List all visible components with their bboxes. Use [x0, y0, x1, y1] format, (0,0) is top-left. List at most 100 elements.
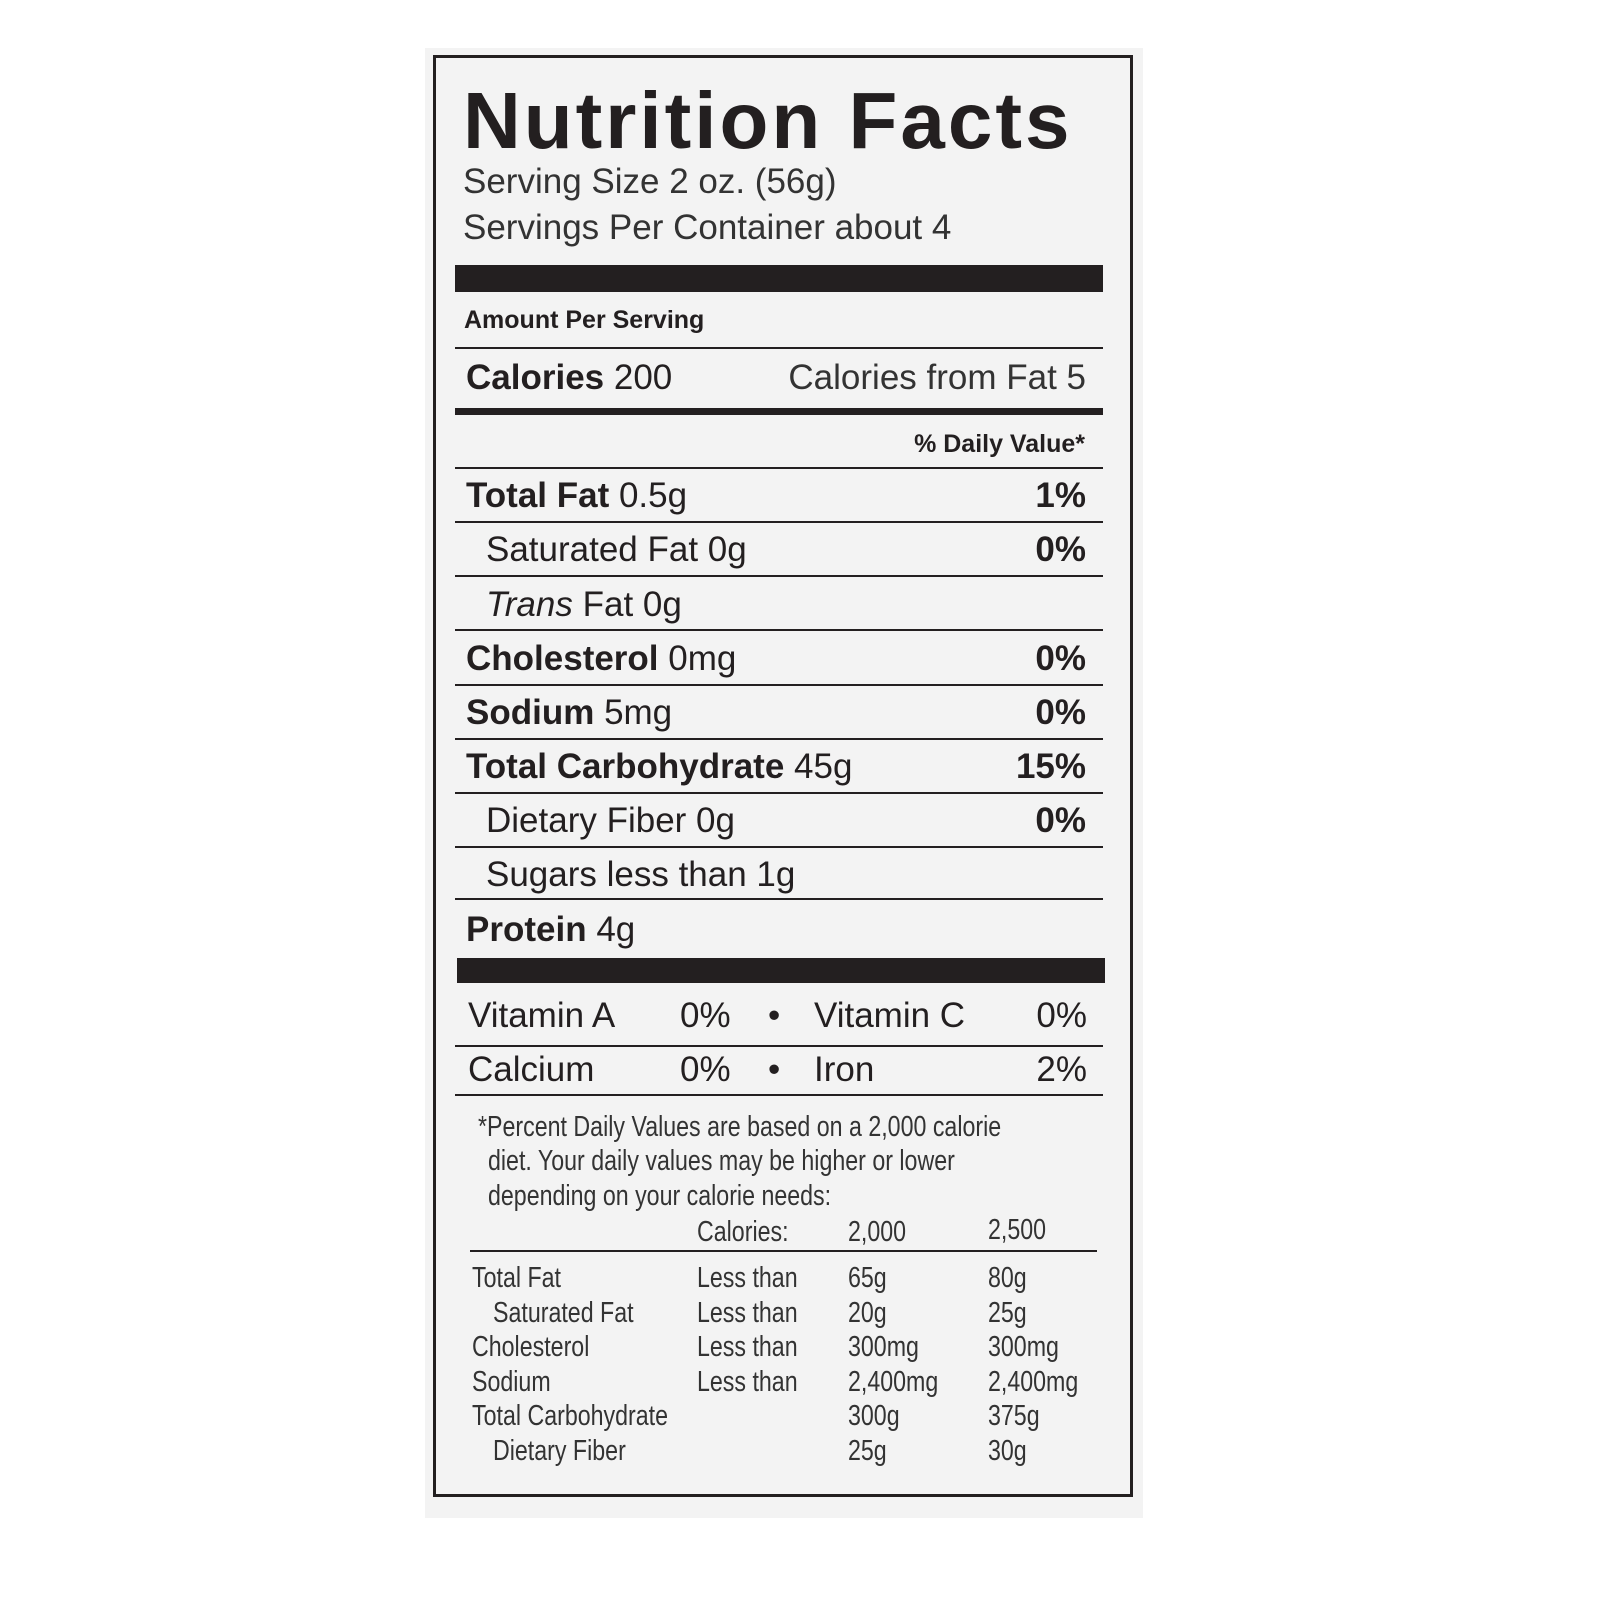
bullet-separator: • — [768, 996, 781, 1035]
dv-table-row: Cholesterol — [472, 1330, 619, 1364]
nutrient-dv: 15% — [1015, 747, 1086, 786]
nutrient-label-italic: Trans — [486, 585, 573, 624]
divider — [455, 1045, 1103, 1047]
dv-table-row: Sodium — [472, 1365, 570, 1399]
dv-table-cell: 65g — [848, 1262, 887, 1294]
dv-table-cell: 300mg — [848, 1331, 919, 1363]
dv-table-row: 30g — [988, 1434, 1036, 1468]
divider — [455, 898, 1103, 900]
dv-table-row: Less than — [697, 1365, 823, 1399]
dv-table-header: 2,500 — [988, 1214, 1047, 1246]
dv-table-row: Dietary Fiber — [493, 1434, 659, 1468]
dv-table-cell: Total Fat — [472, 1262, 561, 1294]
divider — [455, 347, 1103, 349]
dv-table-cell: Cholesterol — [472, 1331, 590, 1363]
divider — [455, 738, 1103, 740]
dv-table-cell: Saturated Fat — [493, 1296, 634, 1329]
label-background — [425, 48, 1143, 1518]
vitamin-c-dv: 0% — [1036, 996, 1087, 1035]
divider — [455, 1094, 1103, 1096]
medium-divider — [455, 408, 1103, 415]
nutrient-label: Dietary Fiber 0g — [486, 801, 735, 840]
dv-table-row: Less than — [697, 1296, 823, 1330]
servings-per-container: Servings Per Container about 4 — [463, 208, 952, 247]
dv-table-cell: Less than — [697, 1331, 798, 1363]
dv-table-cell: 25g — [988, 1296, 1027, 1329]
nutrient-dv: 0% — [1035, 693, 1086, 732]
dv-table-row: 25g — [988, 1296, 1036, 1330]
nutrient-row-protein: Protein 4g — [466, 905, 1086, 955]
nutrient-dv: 0% — [1035, 530, 1086, 569]
dv-table-row: 300mg — [848, 1330, 937, 1364]
divider — [455, 846, 1103, 848]
footnote-line: depending on your calorie needs: — [488, 1180, 832, 1212]
nutrient-label: Total Carbohydrate — [466, 747, 785, 786]
daily-value-header: % Daily Value* — [914, 430, 1085, 458]
nutrient-row-dietary-fiber: Dietary Fiber 0g 0% — [486, 796, 1086, 846]
vitamin-a-dv: 0% — [680, 996, 731, 1035]
dv-table-row: 25g — [848, 1434, 896, 1468]
thick-divider — [455, 265, 1103, 292]
calories-label: Calories — [466, 358, 605, 397]
dv-table-cell: 2,400mg — [848, 1365, 939, 1398]
dv-table-row: Less than — [697, 1330, 823, 1364]
thick-divider — [457, 958, 1105, 983]
nutrient-row-saturated-fat: Saturated Fat 0g 0% — [486, 525, 1086, 575]
divider — [455, 792, 1103, 794]
dv-table-cell: Sodium — [472, 1365, 551, 1398]
nutrient-dv: 1% — [1035, 476, 1086, 515]
nutrient-label: Fat 0g — [582, 585, 682, 624]
divider — [455, 467, 1103, 469]
nutrient-row-total-fat: Total Fat 0.5g 1% — [466, 471, 1086, 521]
divider — [455, 575, 1103, 577]
dv-table-row: 375g — [988, 1399, 1053, 1433]
nutrient-row-trans-fat: Trans Fat 0g — [486, 580, 1086, 630]
dv-table-row: 2,400mg — [848, 1365, 961, 1399]
calories-value: 200 — [613, 358, 673, 397]
dv-table-cell: 80g — [988, 1262, 1027, 1294]
divider — [455, 684, 1103, 686]
calories-row: Calories 200 Calories from Fat 5 — [466, 353, 1086, 403]
nutrient-row-cholesterol: Cholesterol 0mg 0% — [466, 634, 1086, 684]
dv-table-cell: 20g — [848, 1296, 887, 1329]
dv-table-row: Saturated Fat — [493, 1296, 669, 1330]
divider — [455, 629, 1103, 631]
dv-table-cell: 375g — [988, 1400, 1040, 1432]
divider — [470, 1250, 1097, 1252]
nutrient-row-sodium: Sodium 5mg 0% — [466, 688, 1086, 738]
dv-table-cell: 30g — [988, 1434, 1027, 1467]
nutrient-row-total-carbohydrate: Total Carbohydrate 45g 15% — [466, 742, 1086, 792]
footnote-line: diet. Your daily values may be higher or… — [488, 1145, 955, 1177]
dv-table-row: Less than — [697, 1261, 823, 1295]
dv-table-cell: Less than — [697, 1262, 798, 1294]
calcium-label: Calcium — [468, 1050, 595, 1089]
dv-table-row: Total Fat — [472, 1261, 583, 1295]
dv-table-cell: 25g — [848, 1434, 887, 1467]
calcium-dv: 0% — [680, 1050, 731, 1089]
iron-dv: 2% — [1036, 1050, 1087, 1089]
dv-table-cell: Less than — [697, 1365, 798, 1398]
nutrient-amount: 4g — [596, 910, 636, 949]
dv-table-row: 80g — [988, 1261, 1036, 1295]
dv-table-row: 300mg — [988, 1330, 1077, 1364]
dv-table-row: 65g — [848, 1261, 896, 1295]
dv-table-cell: 2,400mg — [988, 1365, 1079, 1398]
dv-table-cell: Dietary Fiber — [493, 1434, 626, 1467]
nutrient-dv: 0% — [1035, 801, 1086, 840]
nutrient-dv: 0% — [1035, 639, 1086, 678]
vitamin-c-label: Vitamin C — [814, 996, 966, 1035]
serving-size: Serving Size 2 oz. (56g) — [463, 162, 837, 201]
dv-table-cell: Total Carbohydrate — [472, 1400, 669, 1432]
label-border — [433, 55, 1133, 1497]
nutrient-amount: 45g — [794, 747, 853, 786]
calories-from-fat: Calories from Fat 5 — [788, 358, 1086, 397]
dv-table-row: Total Carbohydrate — [472, 1399, 717, 1433]
dv-table-row: 2,400mg — [988, 1365, 1101, 1399]
nutrient-label: Saturated Fat 0g — [486, 530, 747, 569]
footnote-line: *Percent Daily Values are based on a 2,0… — [478, 1111, 1002, 1143]
nutrient-label: Sodium — [466, 693, 595, 732]
nutrient-row-sugars: Sugars less than 1g — [486, 850, 1086, 900]
dv-table-header: Calories: — [697, 1216, 789, 1248]
nutrient-label: Protein — [466, 910, 587, 949]
bullet-separator: • — [768, 1050, 781, 1089]
